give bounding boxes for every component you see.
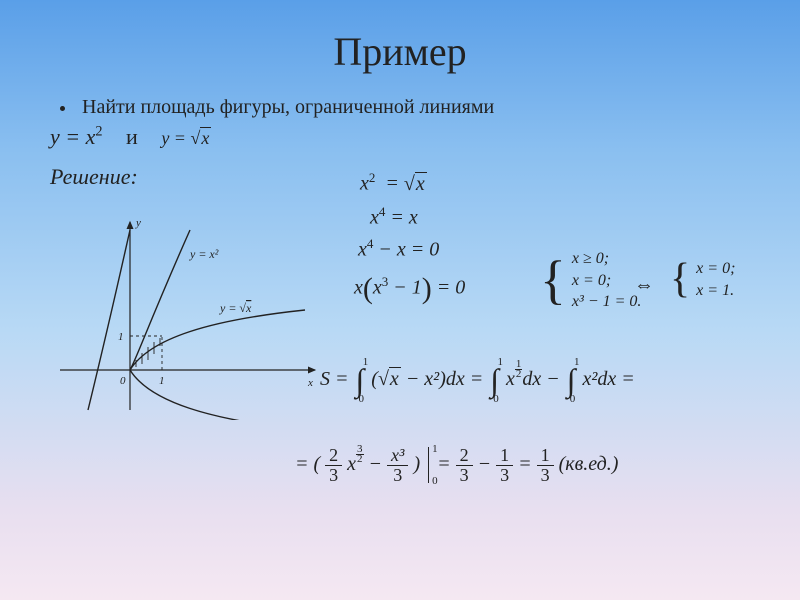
tick-x-label: 1 xyxy=(159,375,165,387)
result-expression: = ( 23 x32 − x³3 ) 10 = 23 − 13 = 13 (кв… xyxy=(295,445,618,485)
problem-statement: Найти площадь фигуры, ограниченной линия… xyxy=(60,96,494,119)
problem-text: Найти площадь фигуры, ограниченной линия… xyxy=(82,96,494,118)
y-axis-label: y xyxy=(135,217,141,229)
func1: y = x2 xyxy=(50,124,103,149)
eq-step4: x(x3 − 1) = 0 xyxy=(354,272,465,306)
sqrt-lower xyxy=(130,370,305,420)
functions-line: y = x2 и y = x xyxy=(50,124,211,150)
x-axis-label: x xyxy=(307,377,313,389)
graph-figure: 0 1 1 x y y = x² y = √x xyxy=(50,210,330,420)
iff-symbol: ⇔ xyxy=(634,274,654,297)
origin-label: 0 xyxy=(120,375,126,387)
curve1-label: y = x² xyxy=(189,247,219,261)
eq-step1: x2 = x xyxy=(360,170,427,196)
curve2-label: y = √x xyxy=(219,301,252,315)
eq-step2: x4 = x xyxy=(370,204,418,230)
parabola-right xyxy=(130,230,190,370)
solution-label: Решение: xyxy=(50,164,138,190)
sqrt-upper xyxy=(130,310,305,370)
func2: y = x xyxy=(161,128,211,148)
eq-step3: x4 − x = 0 xyxy=(358,236,439,262)
page-title: Пример xyxy=(0,0,800,75)
integral-expression: S = ∫01 (x − x²)dx = ∫01 x12dx − ∫01 x²d… xyxy=(320,360,635,399)
bullet-icon xyxy=(60,106,65,111)
tick-y-label: 1 xyxy=(118,331,124,343)
conjunction: и xyxy=(126,124,138,149)
system-2: { x = 0; x = 1. xyxy=(670,258,735,301)
system-1: { x ≥ 0; x = 0; x³ − 1 = 0. xyxy=(540,248,641,313)
